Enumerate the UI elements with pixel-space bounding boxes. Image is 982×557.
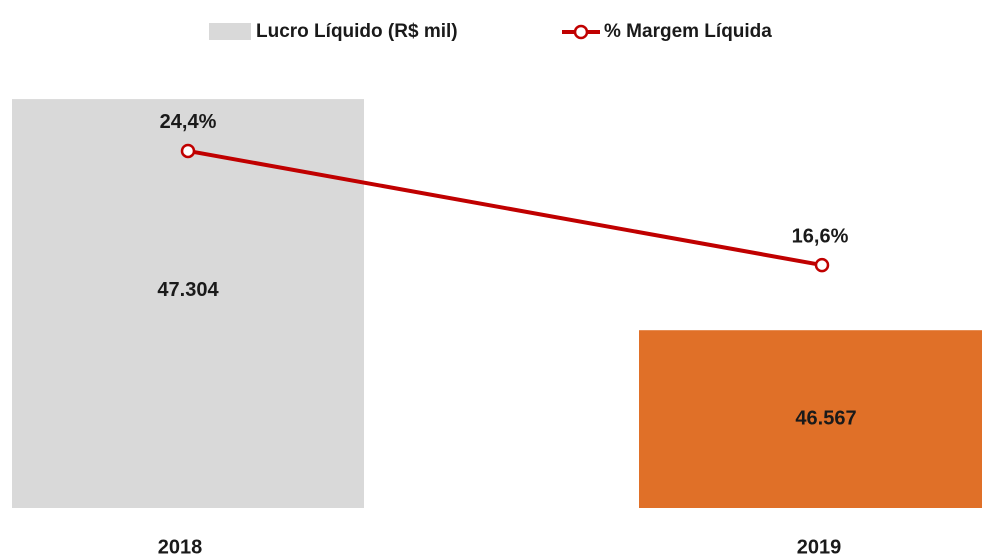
line-marker [814,257,830,273]
x-tick-label: 2018 [158,536,203,557]
bar [12,99,364,509]
x-tick-label: 2019 [797,536,842,557]
data-label: 24,4% [160,111,217,133]
plot-area: 47.304 2018 46.567 2019 24,4% 16,6% [12,99,982,557]
line-marker [180,143,196,159]
bar [639,330,982,508]
legend-label: Lucro Líquido (R$ mil) [256,21,458,42]
legend-label: % Margem Líquida [604,21,772,42]
legend: Lucro Líquido (R$ mil) % Margem Líquida [209,21,772,42]
legend-marker [573,24,589,40]
legend-swatch [209,23,251,40]
data-label: 46.567 [795,407,856,429]
data-label: 47.304 [157,279,219,301]
line [187,148,823,268]
data-label: 16,6% [792,225,849,247]
